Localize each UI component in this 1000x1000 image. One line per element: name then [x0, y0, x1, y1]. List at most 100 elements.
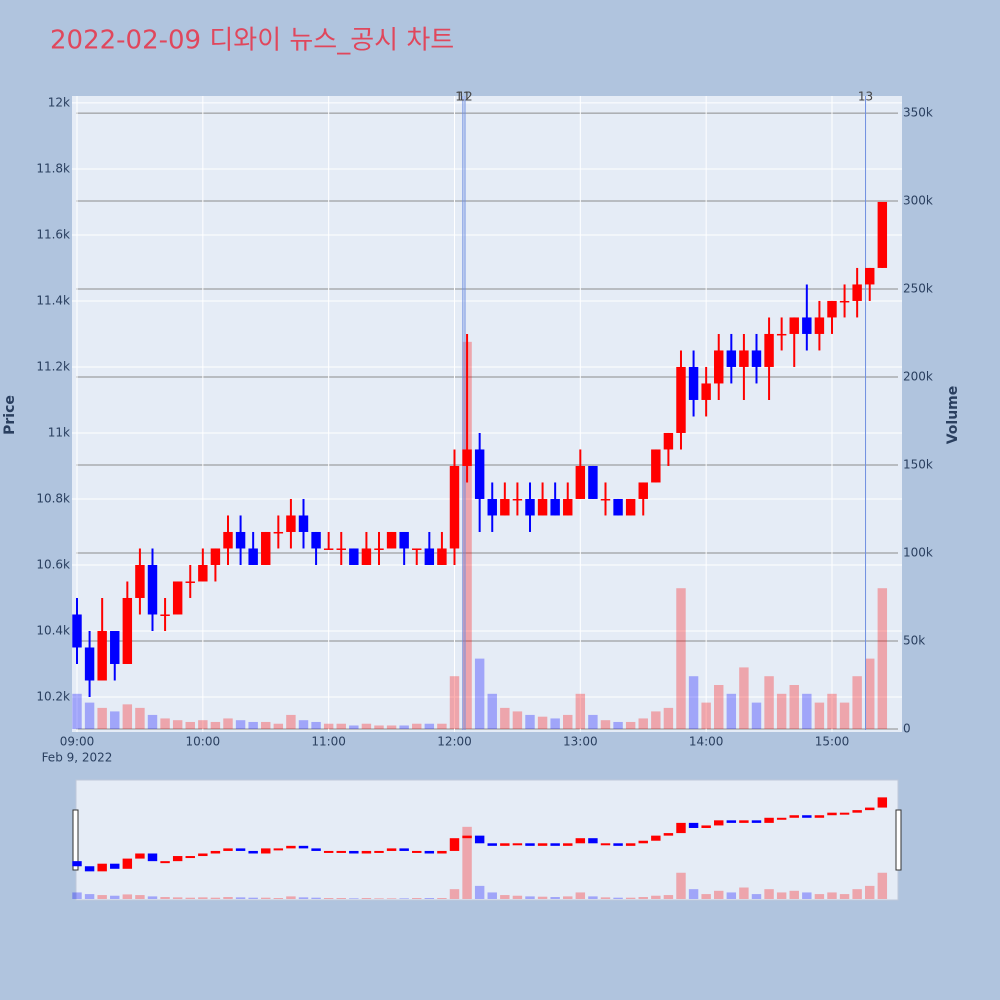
volume-bar — [613, 721, 623, 729]
range-slider[interactable] — [75, 779, 899, 901]
slider-candle — [827, 812, 837, 816]
annotation-label: 13 — [858, 90, 873, 104]
volume-bar — [789, 685, 799, 729]
y-tick-label: 10.8k — [36, 491, 70, 505]
y2-tick-label: 0 — [903, 722, 911, 736]
slider-candle — [84, 866, 95, 872]
slider-volume — [688, 889, 699, 899]
volume-bar — [537, 716, 548, 729]
slider-candle — [361, 850, 372, 854]
candle-body — [172, 581, 183, 615]
volume-bar — [638, 718, 648, 729]
slider-volume — [248, 897, 258, 899]
y-tick-label: 12k — [48, 95, 70, 109]
candle-body — [286, 515, 296, 532]
candle-body — [575, 465, 586, 499]
slider-candle — [525, 843, 535, 846]
slider-candle — [298, 845, 309, 849]
volume-bar — [399, 725, 409, 729]
slider-handle[interactable] — [895, 809, 902, 871]
candle-body — [638, 482, 648, 499]
chart-title: 2022-02-09 디와이 뉴스_공시 차트 — [50, 26, 454, 56]
volume-bar — [122, 704, 133, 729]
slider-volume — [160, 897, 170, 899]
candle-body — [122, 597, 133, 664]
volume-bar — [412, 723, 422, 729]
candle-body — [110, 630, 120, 664]
slider-candle — [273, 848, 284, 851]
y-tick-label: 10.2k — [36, 689, 70, 703]
slider-volume — [726, 892, 737, 899]
x-tick-label: 09:00 — [60, 735, 95, 749]
slider-candle — [261, 848, 271, 854]
volume-bar — [575, 693, 586, 729]
volume-bar — [688, 676, 699, 729]
slider-volume — [386, 898, 397, 899]
slider-volume — [261, 897, 271, 899]
volume-bar — [814, 702, 825, 729]
volume-bar — [336, 723, 346, 729]
slider-volume — [751, 894, 762, 899]
slider-candle — [437, 850, 447, 854]
slider-volume — [776, 892, 787, 899]
slider-candle — [97, 863, 107, 872]
slider-candle — [865, 807, 875, 811]
volume-bar — [663, 707, 674, 729]
slider-handle[interactable] — [72, 809, 79, 871]
slider-volume — [286, 896, 296, 899]
slider-candle — [588, 838, 598, 844]
slider-volume — [512, 895, 523, 899]
volume-bar — [852, 676, 862, 729]
volume-bar — [726, 693, 737, 729]
volume-bar — [349, 725, 359, 729]
slider-candle — [751, 820, 762, 823]
slider-volume — [185, 897, 195, 899]
volume-bar — [72, 693, 82, 729]
volume-bar — [701, 702, 711, 729]
candle-body — [424, 548, 435, 565]
slider-volume — [588, 896, 598, 899]
candle-body — [248, 548, 258, 565]
candle-body — [512, 498, 523, 501]
slider-candle — [688, 822, 699, 828]
volume-bar — [185, 721, 195, 729]
candle-body — [223, 531, 233, 549]
candle-body — [500, 498, 510, 516]
slider-volume — [839, 894, 850, 899]
volume-bar — [437, 723, 447, 729]
volume-bar — [424, 723, 435, 729]
candle-body — [97, 630, 107, 681]
slider-candle — [336, 850, 346, 853]
slider-volume — [651, 895, 661, 899]
candle-body — [764, 333, 774, 367]
candle-body — [386, 531, 397, 549]
slider-candle — [135, 853, 145, 859]
volume-bar — [474, 658, 485, 729]
slider-candle — [776, 817, 787, 820]
slider-volume — [500, 895, 510, 899]
x-tick-label: 15:00 — [815, 735, 850, 749]
slider-candle — [110, 863, 120, 869]
y-tick-label: 11.8k — [36, 161, 70, 175]
slider-volume — [575, 892, 586, 899]
slider-candle — [739, 820, 749, 823]
candle-body — [714, 350, 724, 384]
candle-body — [198, 564, 208, 582]
candle-body — [776, 333, 787, 336]
y2-tick-label: 100k — [903, 546, 933, 560]
volume-bar — [110, 711, 120, 729]
candle-body — [235, 531, 246, 549]
candle-body — [349, 548, 359, 565]
candle-body — [261, 531, 271, 565]
slider-volume — [311, 897, 321, 899]
slider-volume — [336, 898, 346, 899]
slider-volume — [525, 896, 535, 899]
volume-bar — [714, 685, 724, 729]
candle-body — [852, 284, 862, 301]
slider-candle — [198, 853, 208, 857]
candle-body — [525, 498, 535, 516]
slider-volume — [412, 898, 422, 899]
slider-candle — [424, 850, 435, 854]
slider-volume — [764, 889, 774, 899]
